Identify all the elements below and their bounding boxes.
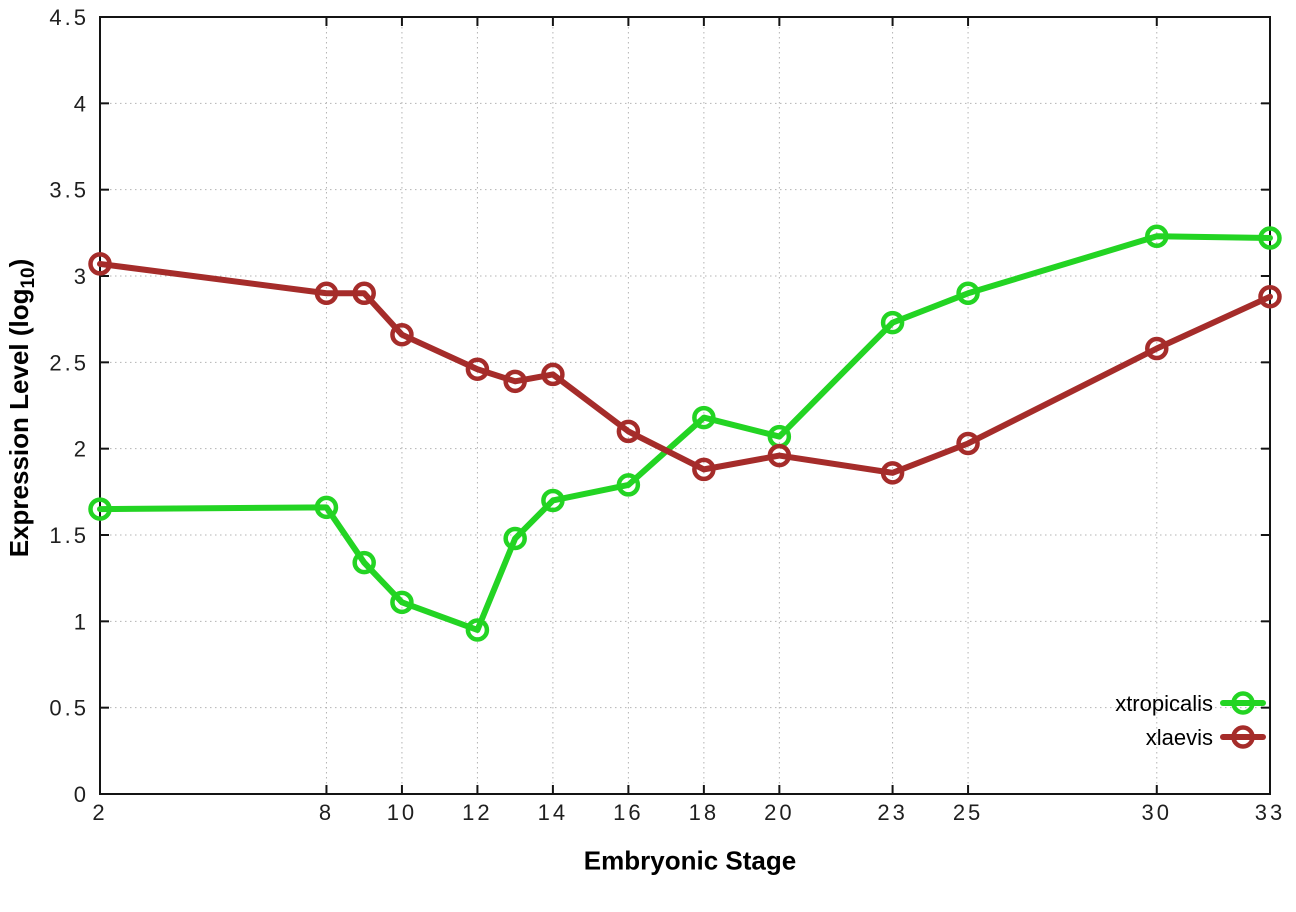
y-tick-label: 2.5 bbox=[49, 350, 89, 375]
y-axis-title-subscript: 10 bbox=[18, 267, 40, 289]
x-tick-label: 20 bbox=[764, 800, 794, 825]
data-point-marker-xlaevis bbox=[1145, 336, 1169, 361]
gridlines bbox=[100, 17, 1270, 794]
data-point-marker-xlaevis bbox=[503, 369, 527, 394]
data-point-marker-xtropicalis bbox=[541, 488, 565, 513]
y-tick-label: 1 bbox=[74, 609, 89, 634]
legend-marker bbox=[1231, 725, 1255, 749]
y-tick-label: 1.5 bbox=[49, 523, 89, 548]
x-tick-label: 12 bbox=[462, 800, 492, 825]
data-point-marker-xtropicalis bbox=[88, 497, 112, 521]
x-tick-label: 16 bbox=[613, 800, 643, 825]
data-point-marker-xlaevis bbox=[1258, 284, 1282, 309]
y-tick-label: 3.5 bbox=[49, 178, 89, 203]
y-tick-label: 4.5 bbox=[49, 5, 89, 30]
series-line-xtropicalis bbox=[97, 233, 1273, 633]
data-point-marker-xlaevis bbox=[880, 461, 905, 485]
y-tick-label: 0.5 bbox=[49, 696, 89, 721]
data-point-marker-xtropicalis bbox=[314, 495, 339, 520]
x-tick-label: 33 bbox=[1255, 800, 1285, 825]
tick-marks bbox=[99, 16, 1271, 795]
plot-border bbox=[99, 16, 1271, 795]
data-point-marker-xlaevis bbox=[465, 357, 490, 381]
legend-label: xtropicalis bbox=[1115, 691, 1213, 716]
data-point-marker-xtropicalis bbox=[692, 405, 716, 430]
x-tick-label: 2 bbox=[92, 800, 107, 825]
data-point-marker-xtropicalis bbox=[352, 550, 376, 575]
y-tick-labels: 0 0.5 1 1.5 2 2.5 3 3.5 4 4.5 bbox=[49, 5, 89, 807]
y-tick-label: 2 bbox=[74, 437, 89, 462]
data-point-marker-xtropicalis bbox=[1145, 224, 1169, 249]
series-xlaevis bbox=[88, 252, 1282, 485]
data-point-marker-xlaevis bbox=[541, 362, 565, 387]
data-point-marker-xtropicalis bbox=[880, 310, 905, 335]
legend: xtropicalis xlaevis bbox=[1115, 691, 1266, 750]
x-tick-label: 25 bbox=[953, 800, 983, 825]
data-point-marker-xtropicalis bbox=[465, 618, 490, 642]
data-point-marker-xlaevis bbox=[88, 252, 112, 276]
x-tick-label: 30 bbox=[1142, 800, 1172, 825]
data-point-marker-xlaevis bbox=[314, 281, 339, 306]
series-xtropicalis bbox=[88, 224, 1282, 642]
data-point-marker-xtropicalis bbox=[390, 590, 414, 615]
x-tick-labels: 2 8 10 12 14 16 18 20 23 25 30 33 bbox=[92, 800, 1285, 825]
x-axis-title: Embryonic Stage bbox=[583, 845, 797, 876]
legend-entry-xlaevis: xlaevis bbox=[1146, 725, 1266, 750]
data-point-marker-xlaevis bbox=[956, 431, 980, 456]
data-point-marker-xtropicalis bbox=[1258, 226, 1282, 250]
data-point-marker-xtropicalis bbox=[616, 473, 641, 497]
y-axis-title-text: Expression Level (log bbox=[3, 288, 34, 558]
legend-entry-xtropicalis: xtropicalis bbox=[1115, 691, 1266, 716]
legend-marker bbox=[1231, 691, 1255, 715]
x-tick-label: 23 bbox=[877, 800, 907, 825]
data-point-marker-xtropicalis bbox=[503, 526, 527, 551]
data-point-marker-xlaevis bbox=[352, 281, 376, 306]
data-point-marker-xlaevis bbox=[616, 419, 641, 444]
legend-label: xlaevis bbox=[1146, 725, 1213, 750]
y-axis-title-close: ) bbox=[3, 258, 34, 268]
series-line-xlaevis bbox=[97, 260, 1273, 476]
x-tick-label: 8 bbox=[319, 800, 334, 825]
data-point-marker-xtropicalis bbox=[956, 281, 980, 306]
y-tick-label: 0 bbox=[74, 782, 89, 807]
x-tick-label: 18 bbox=[689, 800, 719, 825]
data-point-marker-xlaevis bbox=[390, 322, 414, 347]
data-point-marker-xlaevis bbox=[692, 457, 716, 482]
y-tick-label: 3 bbox=[74, 264, 89, 289]
x-tick-label: 14 bbox=[538, 800, 568, 825]
data-point-marker-xlaevis bbox=[767, 443, 792, 468]
y-tick-label: 4 bbox=[74, 91, 89, 116]
x-tick-label: 10 bbox=[387, 800, 417, 825]
y-axis-title: Expression Level (log10) bbox=[4, 259, 40, 558]
